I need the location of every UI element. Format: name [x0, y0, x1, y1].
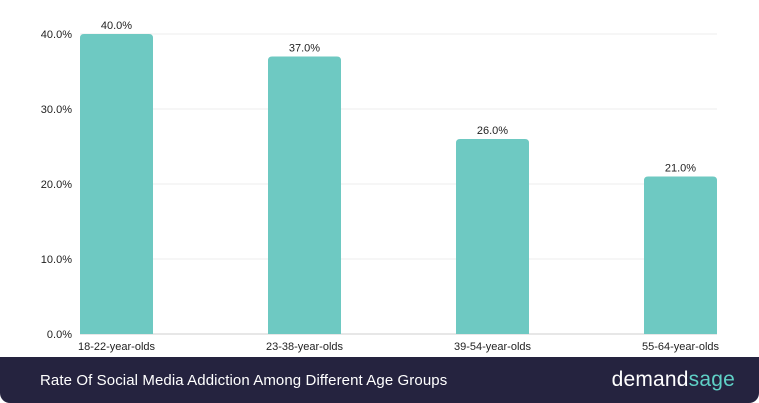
- brand-logo-part2: sage: [688, 368, 735, 391]
- x-tick-label: 18-22-year-olds: [78, 341, 156, 353]
- bar: [268, 56, 341, 334]
- y-tick-label: 40.0%: [41, 29, 72, 41]
- x-tick-label: 55-64-year-olds: [642, 341, 720, 353]
- x-tick-label: 39-54-year-olds: [454, 341, 532, 353]
- data-label: 21.0%: [665, 163, 696, 175]
- data-label: 26.0%: [477, 125, 508, 137]
- bar: [456, 139, 529, 334]
- bar: [80, 34, 153, 334]
- y-tick-label: 0.0%: [47, 329, 72, 341]
- x-tick-label: 23-38-year-olds: [266, 341, 344, 353]
- data-label: 37.0%: [289, 43, 320, 55]
- chart-footer: Rate Of Social Media Addiction Among Dif…: [0, 357, 759, 403]
- data-label: 40.0%: [101, 20, 132, 32]
- y-tick-label: 30.0%: [41, 104, 72, 116]
- y-tick-label: 20.0%: [41, 179, 72, 191]
- brand-logo: demandsage: [612, 368, 735, 392]
- brand-logo-part1: demand: [611, 368, 689, 391]
- bar: [644, 176, 717, 334]
- bar-chart: 0.0% 10.0% 20.0% 30.0% 40.0% 40.0% 18-22-year-…: [41, 20, 720, 353]
- chart-caption: Rate Of Social Media Addiction Among Dif…: [40, 371, 448, 389]
- y-tick-label: 10.0%: [41, 254, 72, 266]
